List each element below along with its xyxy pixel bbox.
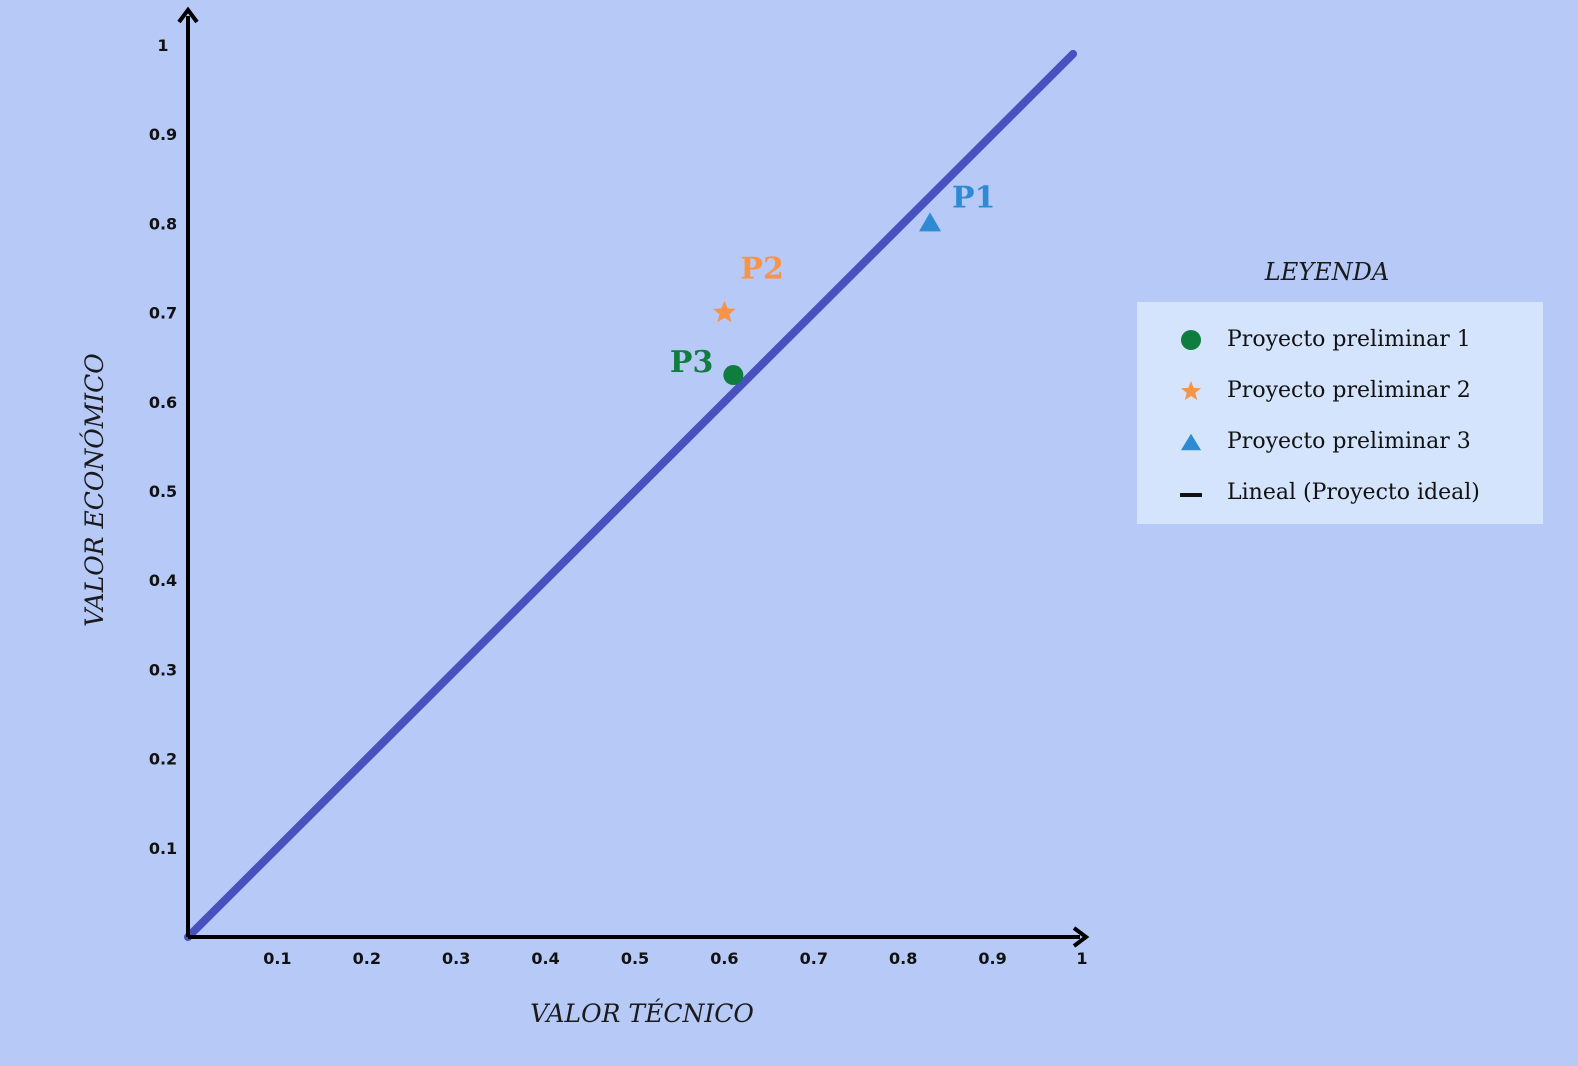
- point-circle: [723, 365, 744, 386]
- y-tick-label: 0.3: [149, 660, 177, 679]
- legend-item-proyecto-3: Proyecto preliminar 3: [1137, 416, 1543, 467]
- y-tick-label: 0.8: [149, 214, 177, 233]
- ideal-line: [184, 49, 1078, 941]
- legend-item-lineal: Lineal (Proyecto ideal): [1137, 467, 1543, 518]
- x-tick-label: 0.1: [263, 949, 291, 968]
- y-tick-label: 0.7: [149, 304, 177, 323]
- y-axis-arrow: [177, 6, 199, 24]
- y-tick-label: 0.1: [149, 839, 177, 858]
- point-triangle: [919, 212, 942, 232]
- x-tick-label: 0.2: [353, 949, 381, 968]
- legend-label: Proyecto preliminar 2: [1227, 378, 1471, 403]
- triangle-marker-icon: [1180, 431, 1202, 453]
- circle-marker-icon: [1180, 329, 1202, 351]
- x-tick-label: 0.4: [531, 949, 559, 968]
- legend: Proyecto preliminar 1 Proyecto prelimina…: [1137, 302, 1543, 524]
- x-tick-label: 0.5: [621, 949, 649, 968]
- point-star: [713, 300, 736, 323]
- y-axis-title: VALOR ECONÓMICO: [80, 353, 109, 627]
- legend-label: Proyecto preliminar 1: [1227, 327, 1471, 352]
- x-tick-label: 0.7: [800, 949, 828, 968]
- x-tick-label: 0.9: [978, 949, 1006, 968]
- point-label: P2: [740, 252, 783, 287]
- legend-item-proyecto-2: Proyecto preliminar 2: [1137, 365, 1543, 416]
- y-tick-label: 0.5: [149, 482, 177, 501]
- line-marker-icon: [1180, 482, 1202, 504]
- point-label: P3: [670, 345, 713, 380]
- legend-label: Lineal (Proyecto ideal): [1227, 480, 1480, 505]
- y-tick-label: 0.2: [149, 750, 177, 769]
- star-marker-icon: [1180, 380, 1202, 402]
- legend-label: Proyecto preliminar 3: [1227, 429, 1471, 454]
- y-tick-label: 1: [157, 36, 168, 55]
- x-tick-label: 0.6: [710, 949, 738, 968]
- x-tick-label: 0.3: [442, 949, 470, 968]
- y-tick-label: 0.6: [149, 393, 177, 412]
- legend-item-proyecto-1: Proyecto preliminar 1: [1137, 314, 1543, 365]
- y-tick-label: 0.9: [149, 125, 177, 144]
- y-tick-label: 0.4: [149, 571, 177, 590]
- x-tick-label: 0.8: [889, 949, 917, 968]
- point-label: P1: [952, 180, 995, 215]
- legend-title: LEYENDA: [1264, 258, 1390, 286]
- x-axis-title: VALOR TÉCNICO: [530, 999, 754, 1028]
- x-axis-arrow: [1072, 926, 1090, 948]
- x-tick-label: 1: [1076, 949, 1087, 968]
